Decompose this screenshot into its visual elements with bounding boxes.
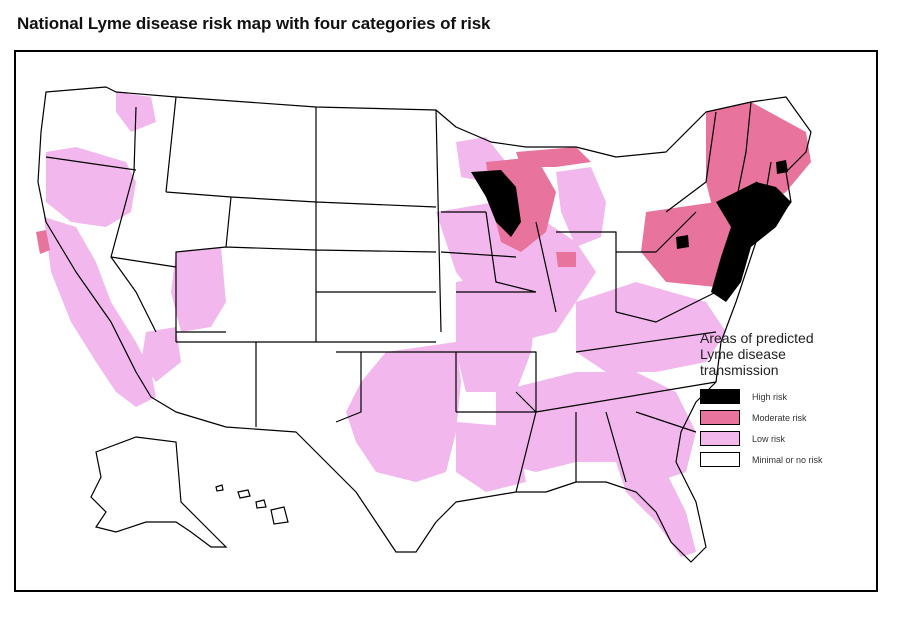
us-lyme-risk-map [36,86,812,563]
legend-title-line: Lyme disease [700,346,786,362]
legend-title-line: transmission [700,362,779,378]
hawaii-islands [215,484,289,525]
alaska [90,436,228,548]
moderate-risk-upper-michigan [516,147,591,167]
moderate-risk-new-england [706,102,811,222]
low-risk-louisiana [456,422,526,492]
moderate-risk-california-coast [36,230,50,254]
low-risk-texas-oklahoma [346,342,461,482]
legend-item-moderate-risk: Moderate risk [700,407,860,428]
low-risk-florida [616,462,696,557]
legend-swatch-high-risk [700,389,740,404]
high-risk-areas [471,160,791,302]
high-risk-pennsylvania-spot [676,235,689,249]
legend: Areas of predicted Lyme disease transmis… [700,330,860,470]
map-frame [14,50,878,592]
legend-swatch-low-risk [700,431,740,446]
high-risk-northeast-corridor [711,182,791,302]
low-risk-arizona-rim [141,327,181,382]
new-england-divisions [735,101,792,223]
legend-item-high-risk: High risk [700,386,860,407]
legend-title: Areas of predicted Lyme disease transmis… [700,330,860,378]
legend-label-minimal-risk: Minimal or no risk [752,454,823,465]
us-outline [37,86,812,563]
legend-item-low-risk: Low risk [700,428,860,449]
high-risk-minnesota-wisconsin [471,170,521,237]
legend-label-moderate-risk: Moderate risk [752,412,807,423]
alaska-outline [90,436,228,548]
low-risk-michigan [556,167,606,247]
high-risk-maine-spot [776,160,788,174]
eastern-divisions [535,111,717,483]
map-title: National Lyme disease risk map with four… [17,14,491,33]
legend-label-high-risk: High risk [752,391,788,402]
low-risk-california [44,217,156,407]
legend-swatch-moderate-risk [700,410,740,425]
moderate-risk-indiana-spot [556,252,576,267]
legend-item-minimal-risk: Minimal or no risk [700,449,860,470]
moderate-risk-areas [36,102,811,287]
low-risk-areas [44,92,726,557]
low-risk-utah [171,247,226,332]
low-risk-appalachia [576,282,726,372]
state-boundaries [37,86,812,563]
hawaii [215,484,289,525]
legend-swatch-minimal-risk [700,452,740,467]
legend-label-low-risk: Low risk [752,433,786,444]
legend-title-line: Areas of predicted [700,330,814,346]
low-risk-midwest [436,202,596,342]
low-risk-southeast [496,372,696,482]
